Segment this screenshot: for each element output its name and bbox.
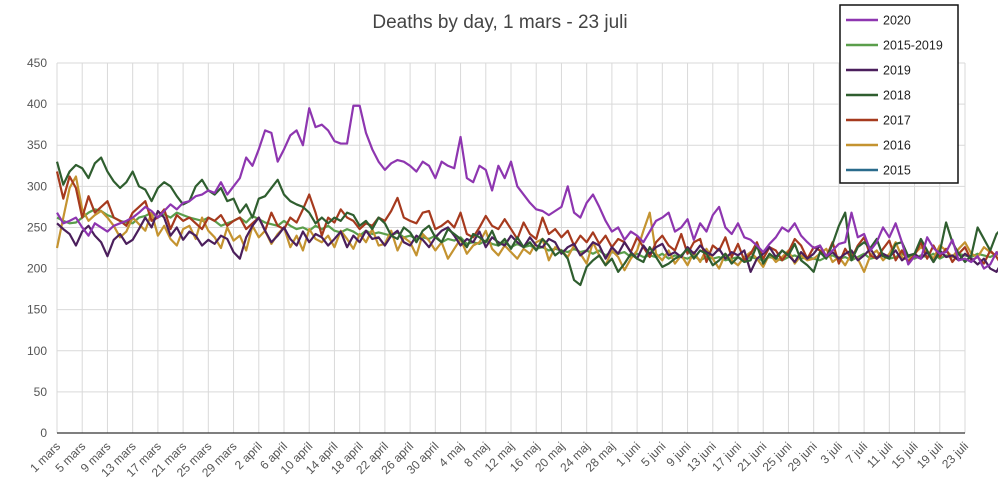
legend-label-2016: 2016: [883, 139, 911, 153]
x-tick-label: 23 juli: [939, 439, 971, 471]
y-tick-label: 100: [27, 344, 47, 358]
x-tick-label: 4 maj: [436, 439, 467, 470]
x-tick-label: 3 juli: [818, 439, 845, 466]
y-tick-label: 450: [27, 56, 47, 70]
x-tick-label: 29 juni: [785, 439, 820, 474]
legend-label-2015: 2015: [883, 164, 911, 178]
legend-label-2018: 2018: [883, 89, 911, 103]
y-tick-label: 300: [27, 179, 47, 193]
x-tick-label: 1 juni: [613, 439, 643, 469]
y-tick-label: 50: [34, 385, 48, 399]
chart-title: Deaths by day, 1 mars - 23 juli: [372, 12, 627, 33]
legend-label-2020: 2020: [883, 14, 911, 28]
grid: [56, 62, 966, 434]
x-tick-label: 5 juni: [638, 439, 668, 469]
series-line-2017: [55, 171, 998, 265]
y-tick-label: 250: [27, 220, 47, 234]
series-line-2018: [55, 156, 998, 287]
x-tick-label: 11 juli: [864, 439, 895, 470]
legend-items: 2020 2015-2019 2019 2018 2017 2016 2015: [846, 14, 943, 178]
y-tick-label: 150: [27, 303, 47, 317]
legend-label-2017: 2017: [883, 114, 911, 128]
series-line-2019: [56, 209, 998, 273]
x-tick-label: 15 juli: [889, 439, 921, 471]
y-tick-label: 350: [27, 138, 47, 152]
y-axis-ticks: 0 50 100 150 200 250 300 350 400 450: [27, 56, 47, 440]
legend-label-2015-2019: 2015-2019: [883, 39, 943, 53]
series-line-2020: [56, 104, 998, 270]
y-tick-label: 200: [27, 262, 47, 276]
series-lines: [55, 104, 998, 287]
y-tick-label: 0: [40, 426, 47, 440]
legend: 2020 2015-2019 2019 2018 2017 2016 2015: [839, 4, 959, 184]
series-line-2016: [55, 175, 998, 273]
x-tick-label: 2 april: [232, 439, 265, 472]
legend-label-2019: 2019: [883, 64, 911, 78]
x-tick-label: 19 juli: [914, 439, 946, 471]
y-tick-label: 400: [27, 97, 47, 111]
